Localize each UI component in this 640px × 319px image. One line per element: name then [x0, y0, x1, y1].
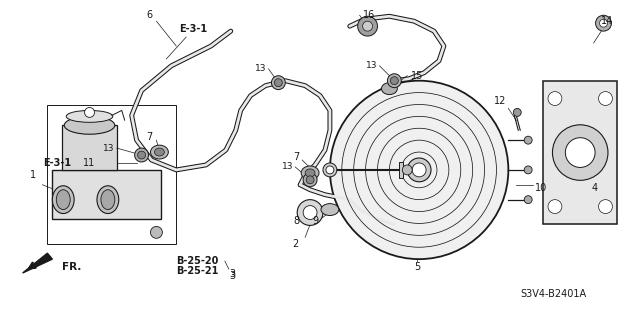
Circle shape	[150, 226, 163, 238]
Circle shape	[412, 163, 426, 177]
Circle shape	[600, 19, 607, 27]
Circle shape	[390, 77, 398, 85]
Text: 8: 8	[293, 217, 300, 226]
Circle shape	[548, 200, 562, 213]
Bar	[543, 81, 618, 225]
Text: S3V4-B2401A: S3V4-B2401A	[520, 289, 586, 299]
Circle shape	[297, 200, 323, 226]
Text: 14: 14	[602, 16, 614, 26]
Text: E-3-1: E-3-1	[44, 158, 72, 168]
Circle shape	[303, 205, 317, 219]
Circle shape	[407, 158, 431, 182]
Text: B-25-21: B-25-21	[176, 266, 219, 276]
Text: 4: 4	[591, 183, 598, 193]
Polygon shape	[22, 253, 52, 273]
Circle shape	[524, 196, 532, 204]
Ellipse shape	[154, 148, 164, 156]
Text: FR.: FR.	[62, 262, 82, 272]
Circle shape	[524, 166, 532, 174]
Circle shape	[403, 165, 412, 175]
Circle shape	[598, 200, 612, 213]
Circle shape	[565, 138, 595, 167]
Circle shape	[598, 92, 612, 106]
Circle shape	[271, 76, 285, 90]
Ellipse shape	[52, 186, 74, 213]
Circle shape	[323, 163, 337, 177]
Text: 2: 2	[292, 239, 298, 249]
Ellipse shape	[56, 190, 70, 210]
Ellipse shape	[321, 204, 339, 216]
Circle shape	[275, 79, 282, 87]
Text: 6: 6	[147, 10, 152, 20]
Ellipse shape	[64, 116, 115, 134]
Circle shape	[303, 173, 317, 187]
Circle shape	[326, 166, 334, 174]
Text: 16: 16	[364, 10, 376, 20]
Text: 10: 10	[535, 183, 547, 193]
Text: 13: 13	[366, 61, 378, 70]
Ellipse shape	[150, 145, 168, 159]
Bar	[52, 170, 161, 219]
Text: 13: 13	[282, 162, 293, 171]
Ellipse shape	[305, 169, 315, 177]
Text: 1: 1	[29, 170, 36, 180]
Circle shape	[524, 136, 532, 144]
Ellipse shape	[97, 186, 119, 213]
Circle shape	[363, 21, 372, 31]
Circle shape	[548, 92, 562, 106]
Text: 7: 7	[147, 132, 152, 142]
Text: 7: 7	[293, 152, 300, 162]
Circle shape	[138, 151, 145, 159]
Text: 3: 3	[230, 271, 236, 281]
Ellipse shape	[301, 166, 319, 180]
Text: 3: 3	[230, 269, 236, 279]
Circle shape	[513, 108, 521, 116]
Circle shape	[358, 16, 378, 36]
Circle shape	[330, 81, 508, 259]
Circle shape	[387, 74, 401, 88]
Ellipse shape	[381, 83, 397, 94]
Ellipse shape	[66, 110, 113, 122]
Text: 12: 12	[494, 95, 507, 106]
Bar	[47, 106, 176, 244]
Text: 5: 5	[414, 262, 420, 272]
Circle shape	[596, 15, 611, 31]
Text: 9: 9	[312, 217, 318, 226]
Circle shape	[134, 148, 148, 162]
Text: 13: 13	[255, 64, 266, 73]
Circle shape	[84, 108, 95, 117]
Circle shape	[552, 125, 608, 180]
Ellipse shape	[101, 190, 115, 210]
Text: 13: 13	[103, 144, 115, 152]
Bar	[399, 162, 403, 178]
Bar	[62, 125, 116, 170]
Text: E-3-1: E-3-1	[179, 24, 207, 34]
Text: B-25-20: B-25-20	[176, 256, 219, 266]
Text: 11: 11	[83, 158, 95, 168]
Text: 15: 15	[411, 71, 423, 81]
Circle shape	[306, 176, 314, 184]
